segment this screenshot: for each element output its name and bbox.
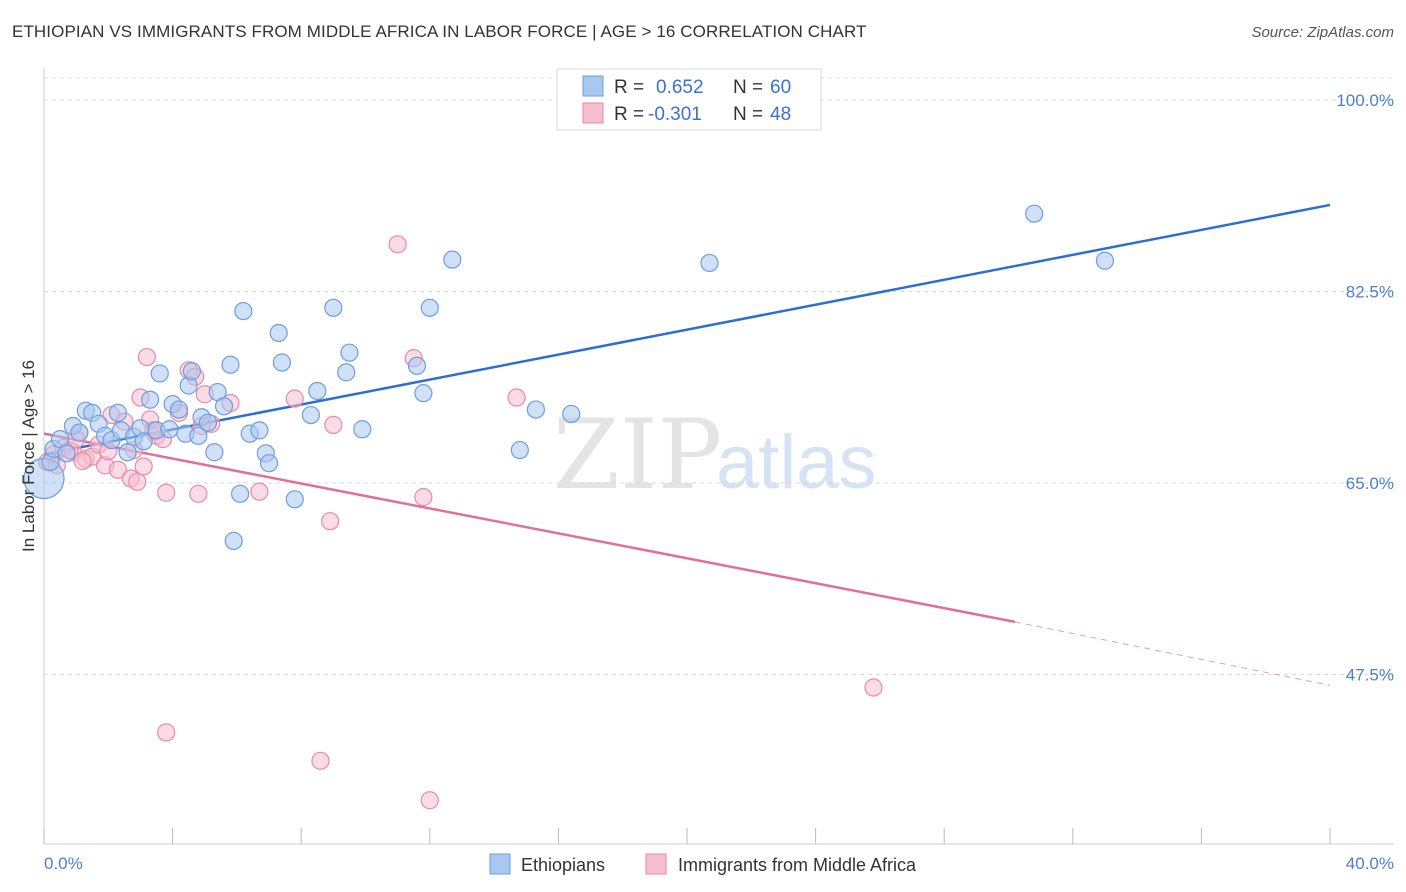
ethiopians-point-42 <box>272 353 292 372</box>
ethiopians-point-6 <box>70 423 89 442</box>
ethiopians-point-21 <box>160 420 179 439</box>
ethiopians-point-33 <box>221 355 240 374</box>
ethiopians-point-26 <box>182 362 201 381</box>
ethiopians-point-12 <box>108 403 128 422</box>
ethiopians-point-46 <box>324 298 343 317</box>
middle-africa-point-32 <box>311 751 330 770</box>
ethiopians-point-20 <box>150 364 169 383</box>
legend-swatch-blue <box>582 75 604 97</box>
ethiopians-point-55 <box>562 404 581 424</box>
middle-africa-point-44 <box>73 451 92 471</box>
ethiopians-point-56 <box>700 253 719 273</box>
ethiopians-point-14 <box>118 443 137 462</box>
ethiopians-point-17 <box>134 432 153 451</box>
y-tick-label-1: 65.0% <box>1346 474 1394 493</box>
middle-africa-point-35 <box>388 235 407 254</box>
middle-africa-point-14 <box>128 472 147 491</box>
legend-n-label-1: N = <box>733 77 763 98</box>
series-ethiopians-points <box>23 204 1115 550</box>
middle-africa-point-31 <box>285 389 304 408</box>
ethiopians-point-44 <box>301 405 320 425</box>
ethiopians-point-48 <box>340 343 359 362</box>
watermark-zip: ZIP <box>553 399 722 511</box>
y-tick-label-0: 47.5% <box>1346 665 1394 684</box>
ethiopians-point-18 <box>140 390 160 409</box>
gridlines <box>44 77 1394 675</box>
trend-line-middle-africa-extension <box>1014 621 1331 686</box>
legend-n-value-2: 48 <box>770 104 791 125</box>
ethiopians-point-23 <box>169 400 189 419</box>
ethiopians-point-38 <box>250 421 269 440</box>
chart-source: Source: ZipAtlas.com <box>1251 24 1394 41</box>
chart-title: ETHIOPIAN VS IMMIGRANTS FROM MIDDLE AFRI… <box>12 22 867 41</box>
y-tick-labels: 47.5% 65.0% 82.5% 100.0% <box>1336 91 1394 685</box>
y-tick-label-3: 100.0% <box>1336 91 1394 110</box>
legend-n-label-2: N = <box>733 104 763 125</box>
bottom-legend-label-middle-africa: Immigrants from Middle Africa <box>678 855 917 875</box>
middle-africa-point-17 <box>137 347 156 367</box>
watermark-atlas: atlas <box>716 420 877 505</box>
y-axis-label: In Labor Force | Age > 16 <box>19 360 38 552</box>
legend-r-value-2: -0.301 <box>648 104 702 125</box>
legend-r-value-1: 0.652 <box>656 77 704 98</box>
middle-africa-point-21 <box>157 483 176 502</box>
series-legend: Ethiopians Immigrants from Middle Africa <box>489 853 917 875</box>
trend-lines <box>43 203 1331 686</box>
ethiopians-point-49 <box>353 420 372 439</box>
ethiopians-point-27 <box>189 426 208 445</box>
bottom-legend-label-ethiopians: Ethiopians <box>521 855 605 875</box>
ethiopians-point-29 <box>198 413 218 432</box>
ethiopians-point-41 <box>269 323 288 343</box>
bottom-legend-swatch-ethiopians <box>489 853 511 875</box>
ethiopians-point-51 <box>414 384 433 403</box>
ethiopians-point-36 <box>234 301 253 321</box>
x-tick-label-min: 0.0% <box>44 854 83 873</box>
ethiopians-point-54 <box>526 400 545 419</box>
legend-r-label-2: R = <box>614 104 644 125</box>
series-middle-africa-points <box>38 235 883 810</box>
ethiopians-point-35 <box>231 484 250 503</box>
ethiopians-point-50 <box>407 356 427 375</box>
trend-line-ethiopians <box>43 203 1331 456</box>
middle-africa-point-10 <box>108 460 128 479</box>
ethiopians-point-45 <box>308 381 327 401</box>
ethiopians-point-32 <box>214 397 234 416</box>
ethiopians-point-58 <box>1095 251 1115 270</box>
ethiopians-point-30 <box>205 443 224 462</box>
middle-africa-point-40 <box>864 678 883 697</box>
x-tick-label-max: 40.0% <box>1346 854 1394 873</box>
legend-n-value-1: 60 <box>770 77 791 98</box>
middle-africa-point-26 <box>189 484 208 503</box>
legend-swatch-pink <box>582 102 604 124</box>
ethiopians-point-43 <box>285 490 304 509</box>
middle-africa-point-39 <box>507 388 526 407</box>
middle-africa-point-38 <box>420 791 439 810</box>
correlation-legend: R = 0.652 N = 60 R = -0.301 N = 48 <box>556 68 822 131</box>
bottom-legend-swatch-middle-africa <box>645 853 667 875</box>
middle-africa-point-30 <box>250 482 269 501</box>
legend-r-label-1: R = <box>614 77 644 98</box>
ethiopians-point-34 <box>224 531 243 550</box>
middle-africa-point-37 <box>414 488 433 507</box>
y-tick-label-2: 82.5% <box>1346 282 1394 301</box>
ethiopians-point-59 <box>420 298 439 317</box>
middle-africa-point-33 <box>321 512 340 531</box>
ethiopians-point-53 <box>510 440 529 460</box>
middle-africa-point-16 <box>134 457 153 476</box>
ethiopians-point-57 <box>1025 204 1044 223</box>
ethiopians-point-52 <box>443 250 462 269</box>
middle-africa-point-34 <box>324 415 343 434</box>
ethiopians-point-40 <box>259 454 279 473</box>
middle-africa-point-22 <box>157 723 176 742</box>
ethiopians-point-4 <box>57 444 76 463</box>
ethiopians-point-47 <box>337 363 356 382</box>
trend-line-middle-africa <box>43 432 1016 624</box>
